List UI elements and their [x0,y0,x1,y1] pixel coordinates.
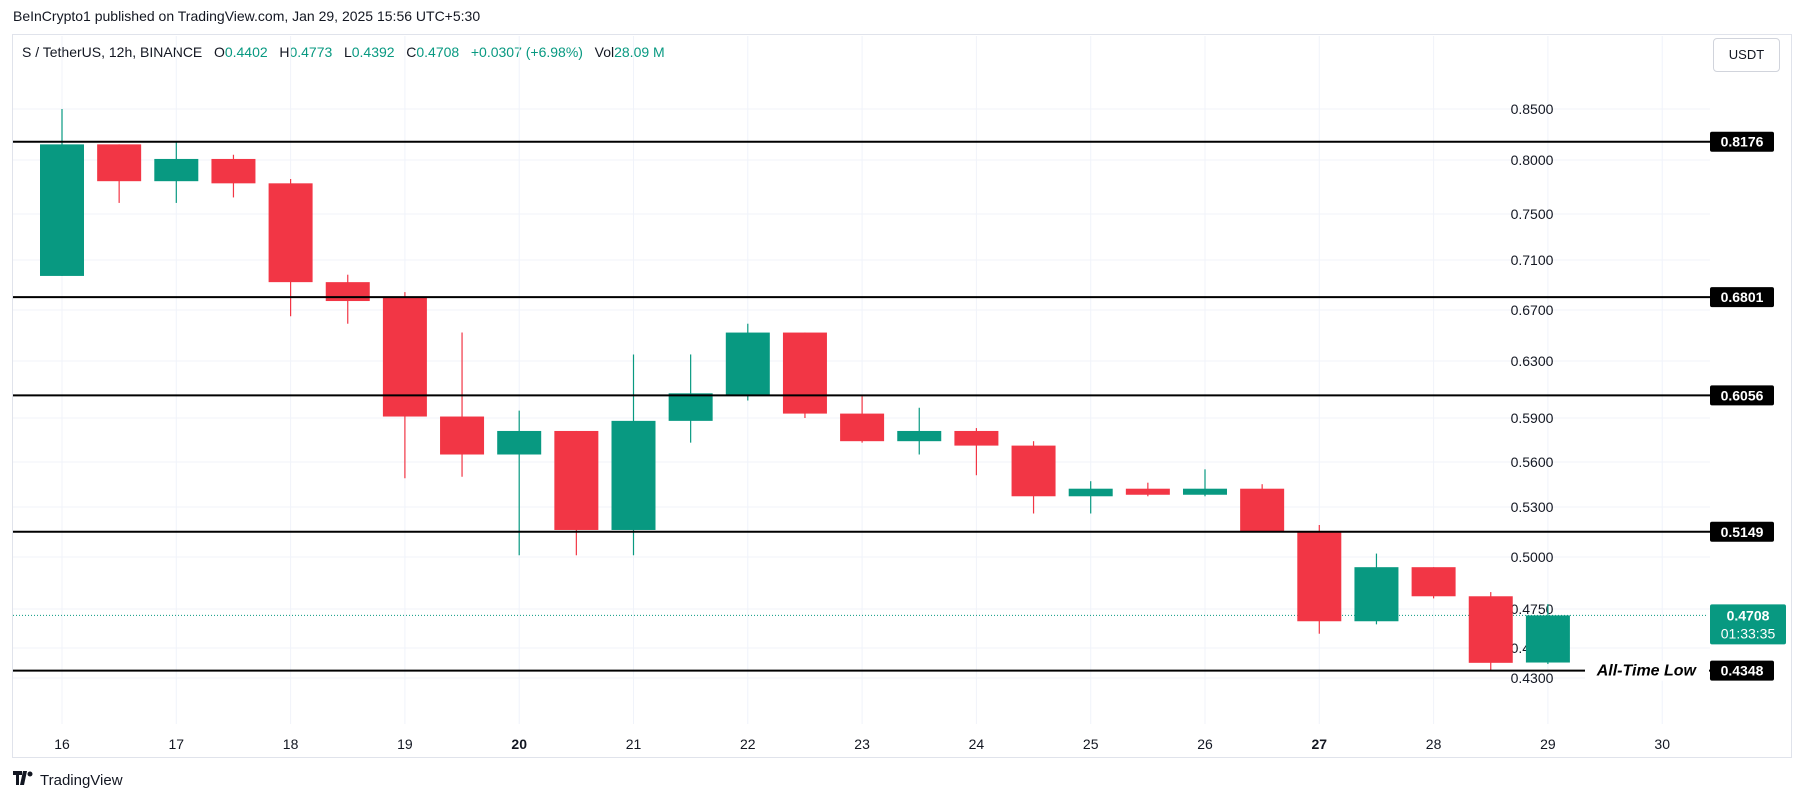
level-price-tag [1710,385,1774,406]
x-tick-label: 17 [169,736,185,752]
x-tick-label: 23 [854,736,870,752]
high-label: H [279,44,290,60]
level-price-tag [1710,287,1774,308]
candle-body[interactable] [40,144,84,276]
y-tick-label: 0.4300 [1511,670,1554,686]
candle-body[interactable] [725,332,770,395]
x-tick-label: 27 [1312,736,1328,752]
low-value: 0.4392 [351,44,395,60]
y-tick-label: 0.5600 [1511,454,1554,470]
candle-body[interactable] [440,416,485,455]
level-price-label: 0.8176 [1721,134,1764,150]
candle-body[interactable] [1297,531,1342,622]
candle-body[interactable] [497,430,542,455]
candle-body[interactable] [382,297,427,417]
annotation-bg [1585,660,1709,681]
y-tick-label: 0.5300 [1511,499,1554,515]
symbol-info[interactable]: S / TetherUS, 12h, BINANCE [22,44,203,60]
candle-body[interactable] [1411,567,1456,597]
level-price-label: 0.6801 [1721,289,1764,305]
x-tick-label: 30 [1654,736,1670,752]
candle-body[interactable] [1468,596,1513,663]
low-label: L [343,44,352,60]
level-price-label: 0.5149 [1721,524,1764,540]
bar-countdown: 01:33:35 [1721,625,1776,641]
candle-body[interactable] [97,144,142,182]
candle-body[interactable] [268,183,313,283]
publisher-caption: BeInCrypto1 published on TradingView.com… [13,8,481,24]
close-label: C [406,44,417,60]
footer-brand[interactable]: TradingView [13,771,123,789]
chart-frame [12,34,1792,758]
candle-body[interactable] [954,430,999,446]
x-tick-label: 25 [1083,736,1099,752]
open-value: 0.4402 [224,44,268,60]
candle-body[interactable] [1183,488,1227,495]
x-tick-label: 16 [54,736,70,752]
volume-value: 28.09 M [614,44,665,60]
all-time-low-annotation: All-Time Low [1596,663,1698,680]
x-tick-label: 18 [283,736,299,752]
x-tick-label: 19 [397,736,413,752]
y-tick-label: 0.8000 [1511,152,1554,168]
y-tick-label: 0.8500 [1511,101,1554,117]
level-price-label: 0.4348 [1721,663,1764,679]
candle-body[interactable] [1525,615,1570,663]
tradingview-logo-icon [13,771,35,789]
candle-body[interactable] [1240,488,1285,532]
close-value: 0.4708 [416,44,460,60]
candle-body[interactable] [897,430,942,442]
y-tick-label: 0.5000 [1511,549,1554,565]
candle-body[interactable] [154,158,199,182]
currency-button[interactable]: USDT [1713,38,1780,72]
change-value: +0.0307 (+6.98%) [470,44,583,60]
high-value: 0.4773 [289,44,333,60]
y-tick-label: 0.7100 [1511,252,1554,268]
y-tick-label: 0.4750 [1511,601,1554,617]
candle-body[interactable] [1354,567,1399,622]
volume-label: Vol [594,44,615,60]
y-tick-label: 0.5900 [1511,410,1554,426]
x-tick-label: 24 [969,736,985,752]
candle-body[interactable] [1011,445,1056,497]
last-price-tag [1710,604,1786,645]
x-tick-label: 21 [626,736,642,752]
candle-body[interactable] [211,158,256,184]
y-tick-label: 0.7500 [1511,206,1554,222]
candle-body[interactable] [554,430,599,530]
candle-body[interactable] [668,393,713,421]
level-price-tag [1710,660,1774,681]
last-price-label: 0.4708 [1727,607,1770,623]
y-tick-label: 0.6300 [1511,353,1554,369]
candle-body[interactable] [840,413,885,442]
x-tick-label: 26 [1197,736,1213,752]
x-tick-label: 20 [511,736,527,752]
candle-body[interactable] [1068,488,1113,497]
x-tick-label: 22 [740,736,756,752]
x-tick-label: 29 [1540,736,1556,752]
y-tick-label: 0.6700 [1511,302,1554,318]
level-price-tag [1710,521,1774,542]
level-price-label: 0.6056 [1721,387,1764,403]
candle-body[interactable] [611,420,656,530]
x-tick-label: 28 [1426,736,1442,752]
open-label: O [213,44,225,60]
candle-body[interactable] [782,332,827,414]
candle-body[interactable] [1125,488,1170,495]
brand-name: TradingView [40,771,123,789]
candle-body[interactable] [325,282,370,302]
level-price-tag [1710,131,1774,152]
ohlc-legend: S / TetherUS, 12h, BINANCE O0.4402 H0.47… [22,44,665,60]
